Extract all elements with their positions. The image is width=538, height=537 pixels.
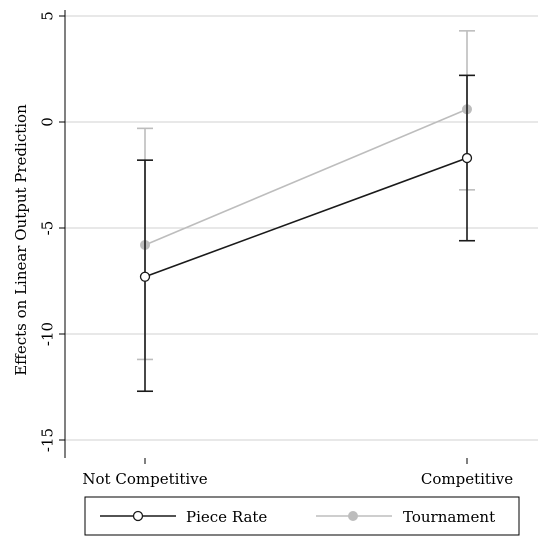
y-tick-label: -15 [38, 428, 56, 452]
legend-piece-rate-marker [132, 510, 144, 522]
x-tick-label: Not Competitive [82, 470, 207, 488]
data-point [139, 271, 151, 282]
data-point [461, 152, 473, 164]
y-tick-label: 0 [38, 117, 56, 127]
legend-tournament-label: Tournament [403, 508, 495, 526]
x-tick-label: Competitive [421, 470, 513, 488]
legend: Piece Rate Tournament [84, 496, 520, 536]
x-ticks: Not Competitive Competitive [82, 458, 513, 488]
series-line [144, 157, 468, 278]
y-ticks: 5 0 -5 -10 -15 [38, 11, 65, 452]
series-tournament [137, 30, 475, 361]
y-tick-label: -5 [38, 221, 56, 236]
y-axis-title: Effects on Linear Output Prediction [12, 104, 30, 376]
y-tick-label: 5 [38, 11, 56, 21]
series-piece-rate [137, 74, 475, 393]
legend-tournament-marker [348, 511, 358, 521]
series-line [144, 108, 468, 246]
y-tick-label: -10 [38, 322, 56, 346]
legend-piece-rate-label: Piece Rate [186, 508, 267, 526]
series [137, 30, 475, 393]
grid [65, 15, 538, 441]
